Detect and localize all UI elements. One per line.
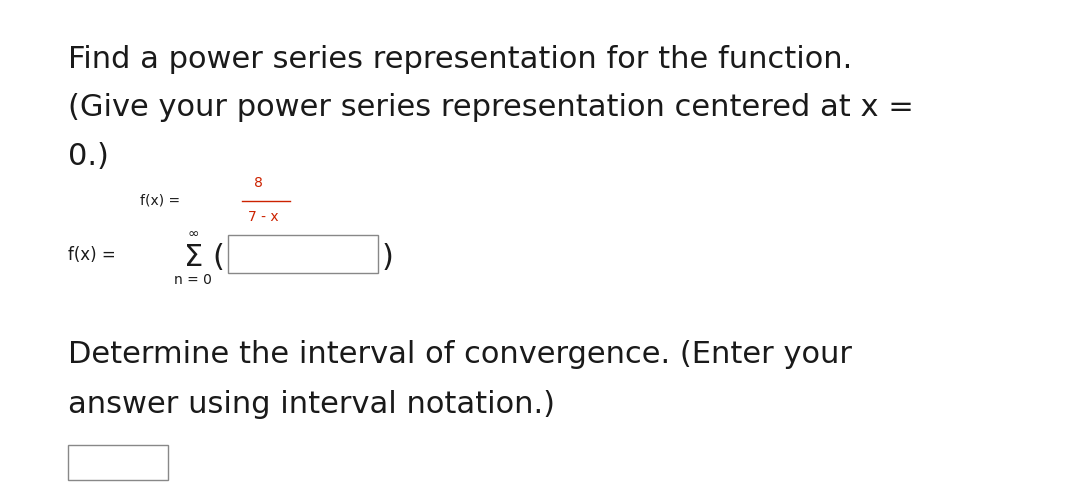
Text: Find a power series representation for the function.: Find a power series representation for t… (68, 45, 852, 74)
Text: Determine the interval of convergence. (Enter your: Determine the interval of convergence. (… (68, 340, 852, 369)
Text: answer using interval notation.): answer using interval notation.) (68, 390, 555, 419)
Text: 7 - x: 7 - x (247, 210, 279, 224)
FancyBboxPatch shape (228, 235, 378, 273)
Text: f(x) =: f(x) = (140, 193, 185, 207)
Text: 0.): 0.) (68, 142, 109, 171)
Text: f(x) =: f(x) = (68, 246, 121, 264)
Text: 8: 8 (254, 176, 262, 190)
FancyBboxPatch shape (68, 445, 168, 480)
Text: $\Sigma$: $\Sigma$ (184, 243, 203, 273)
Text: n = 0: n = 0 (174, 273, 212, 287)
Text: ): ) (382, 242, 394, 272)
Text: $\infty$: $\infty$ (187, 226, 199, 240)
Text: (: ( (212, 242, 224, 272)
Text: (Give your power series representation centered at x =: (Give your power series representation c… (68, 93, 914, 122)
